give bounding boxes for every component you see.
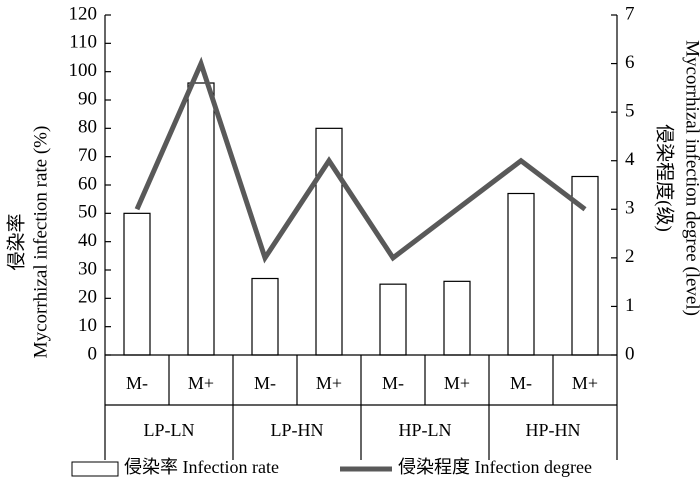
category-label-4: M- <box>382 373 404 393</box>
left-tick-label-10: 100 <box>69 60 98 81</box>
legend-bar-label: 侵染率 Infection rate <box>124 457 279 477</box>
left-tick-label-4: 40 <box>78 230 97 251</box>
right-tick-label-2: 2 <box>625 246 635 267</box>
left-tick-label-5: 50 <box>78 202 97 223</box>
legend-line-label: 侵染程度 Infection degree <box>398 457 592 477</box>
left-tick-label-12: 120 <box>69 3 98 24</box>
category-label-7: M+ <box>572 373 598 393</box>
bar-1 <box>187 82 215 356</box>
left-tick-label-7: 70 <box>78 145 97 166</box>
category-label-5: M+ <box>444 373 470 393</box>
plot-area: 0 10 20 30 40 50 60 70 80 90 100 110 120 0 1 2 3 4 5 6 7 M- M+… <box>69 3 635 460</box>
left-tick-label-8: 80 <box>78 117 97 138</box>
left-axis-title-cn: 侵染率 <box>5 213 27 270</box>
group-label-1: LP-HN <box>271 420 324 440</box>
category-label-6: M- <box>510 373 532 393</box>
left-tick-label-1: 10 <box>78 315 97 336</box>
left-tick-label-0: 0 <box>88 343 98 364</box>
left-tick-label-6: 60 <box>78 173 97 194</box>
category-label-3: M+ <box>316 373 342 393</box>
right-tick-label-4: 4 <box>625 149 635 170</box>
legend-bar-swatch <box>71 461 119 477</box>
category-label-2: M- <box>254 373 276 393</box>
right-tick-label-3: 3 <box>625 198 635 219</box>
right-axis-title: 侵染程度(级) Mycorrhizal infection degree (le… <box>654 40 700 316</box>
left-tick-label-9: 90 <box>78 88 97 109</box>
group-label-0: LP-LN <box>144 420 195 440</box>
right-tick-label-5: 5 <box>625 101 635 122</box>
right-axis-title-cn: 侵染程度(级) <box>654 124 676 232</box>
bar-5 <box>443 280 471 356</box>
group-label-2: HP-LN <box>399 420 452 440</box>
group-label-3: HP-HN <box>525 420 580 440</box>
right-tick-label-1: 1 <box>625 295 635 316</box>
right-axis-title-en: Mycorrhizal infection degree (level) <box>682 40 700 316</box>
legend: 侵染率 Infection rate 侵染程度 Infection degree <box>71 457 592 477</box>
left-tick-label-11: 110 <box>69 32 97 53</box>
category-label-0: M- <box>126 373 148 393</box>
left-axis-title: 侵染率 Mycorrhizal infection rate (%) <box>5 126 51 359</box>
infection-degree-line <box>134 56 587 264</box>
bar-6 <box>507 192 535 356</box>
bar-4 <box>379 283 407 356</box>
right-tick-label-6: 6 <box>625 52 635 73</box>
bar-3 <box>315 127 343 356</box>
right-tick-label-7: 7 <box>625 3 635 24</box>
left-tick-label-2: 20 <box>78 287 97 308</box>
left-tick-label-3: 30 <box>78 258 97 279</box>
right-tick-label-0: 0 <box>625 343 635 364</box>
bar-0 <box>123 212 151 356</box>
left-axis-title-en: Mycorrhizal infection rate (%) <box>30 126 51 359</box>
category-label-1: M+ <box>188 373 214 393</box>
bar-2 <box>251 277 279 356</box>
